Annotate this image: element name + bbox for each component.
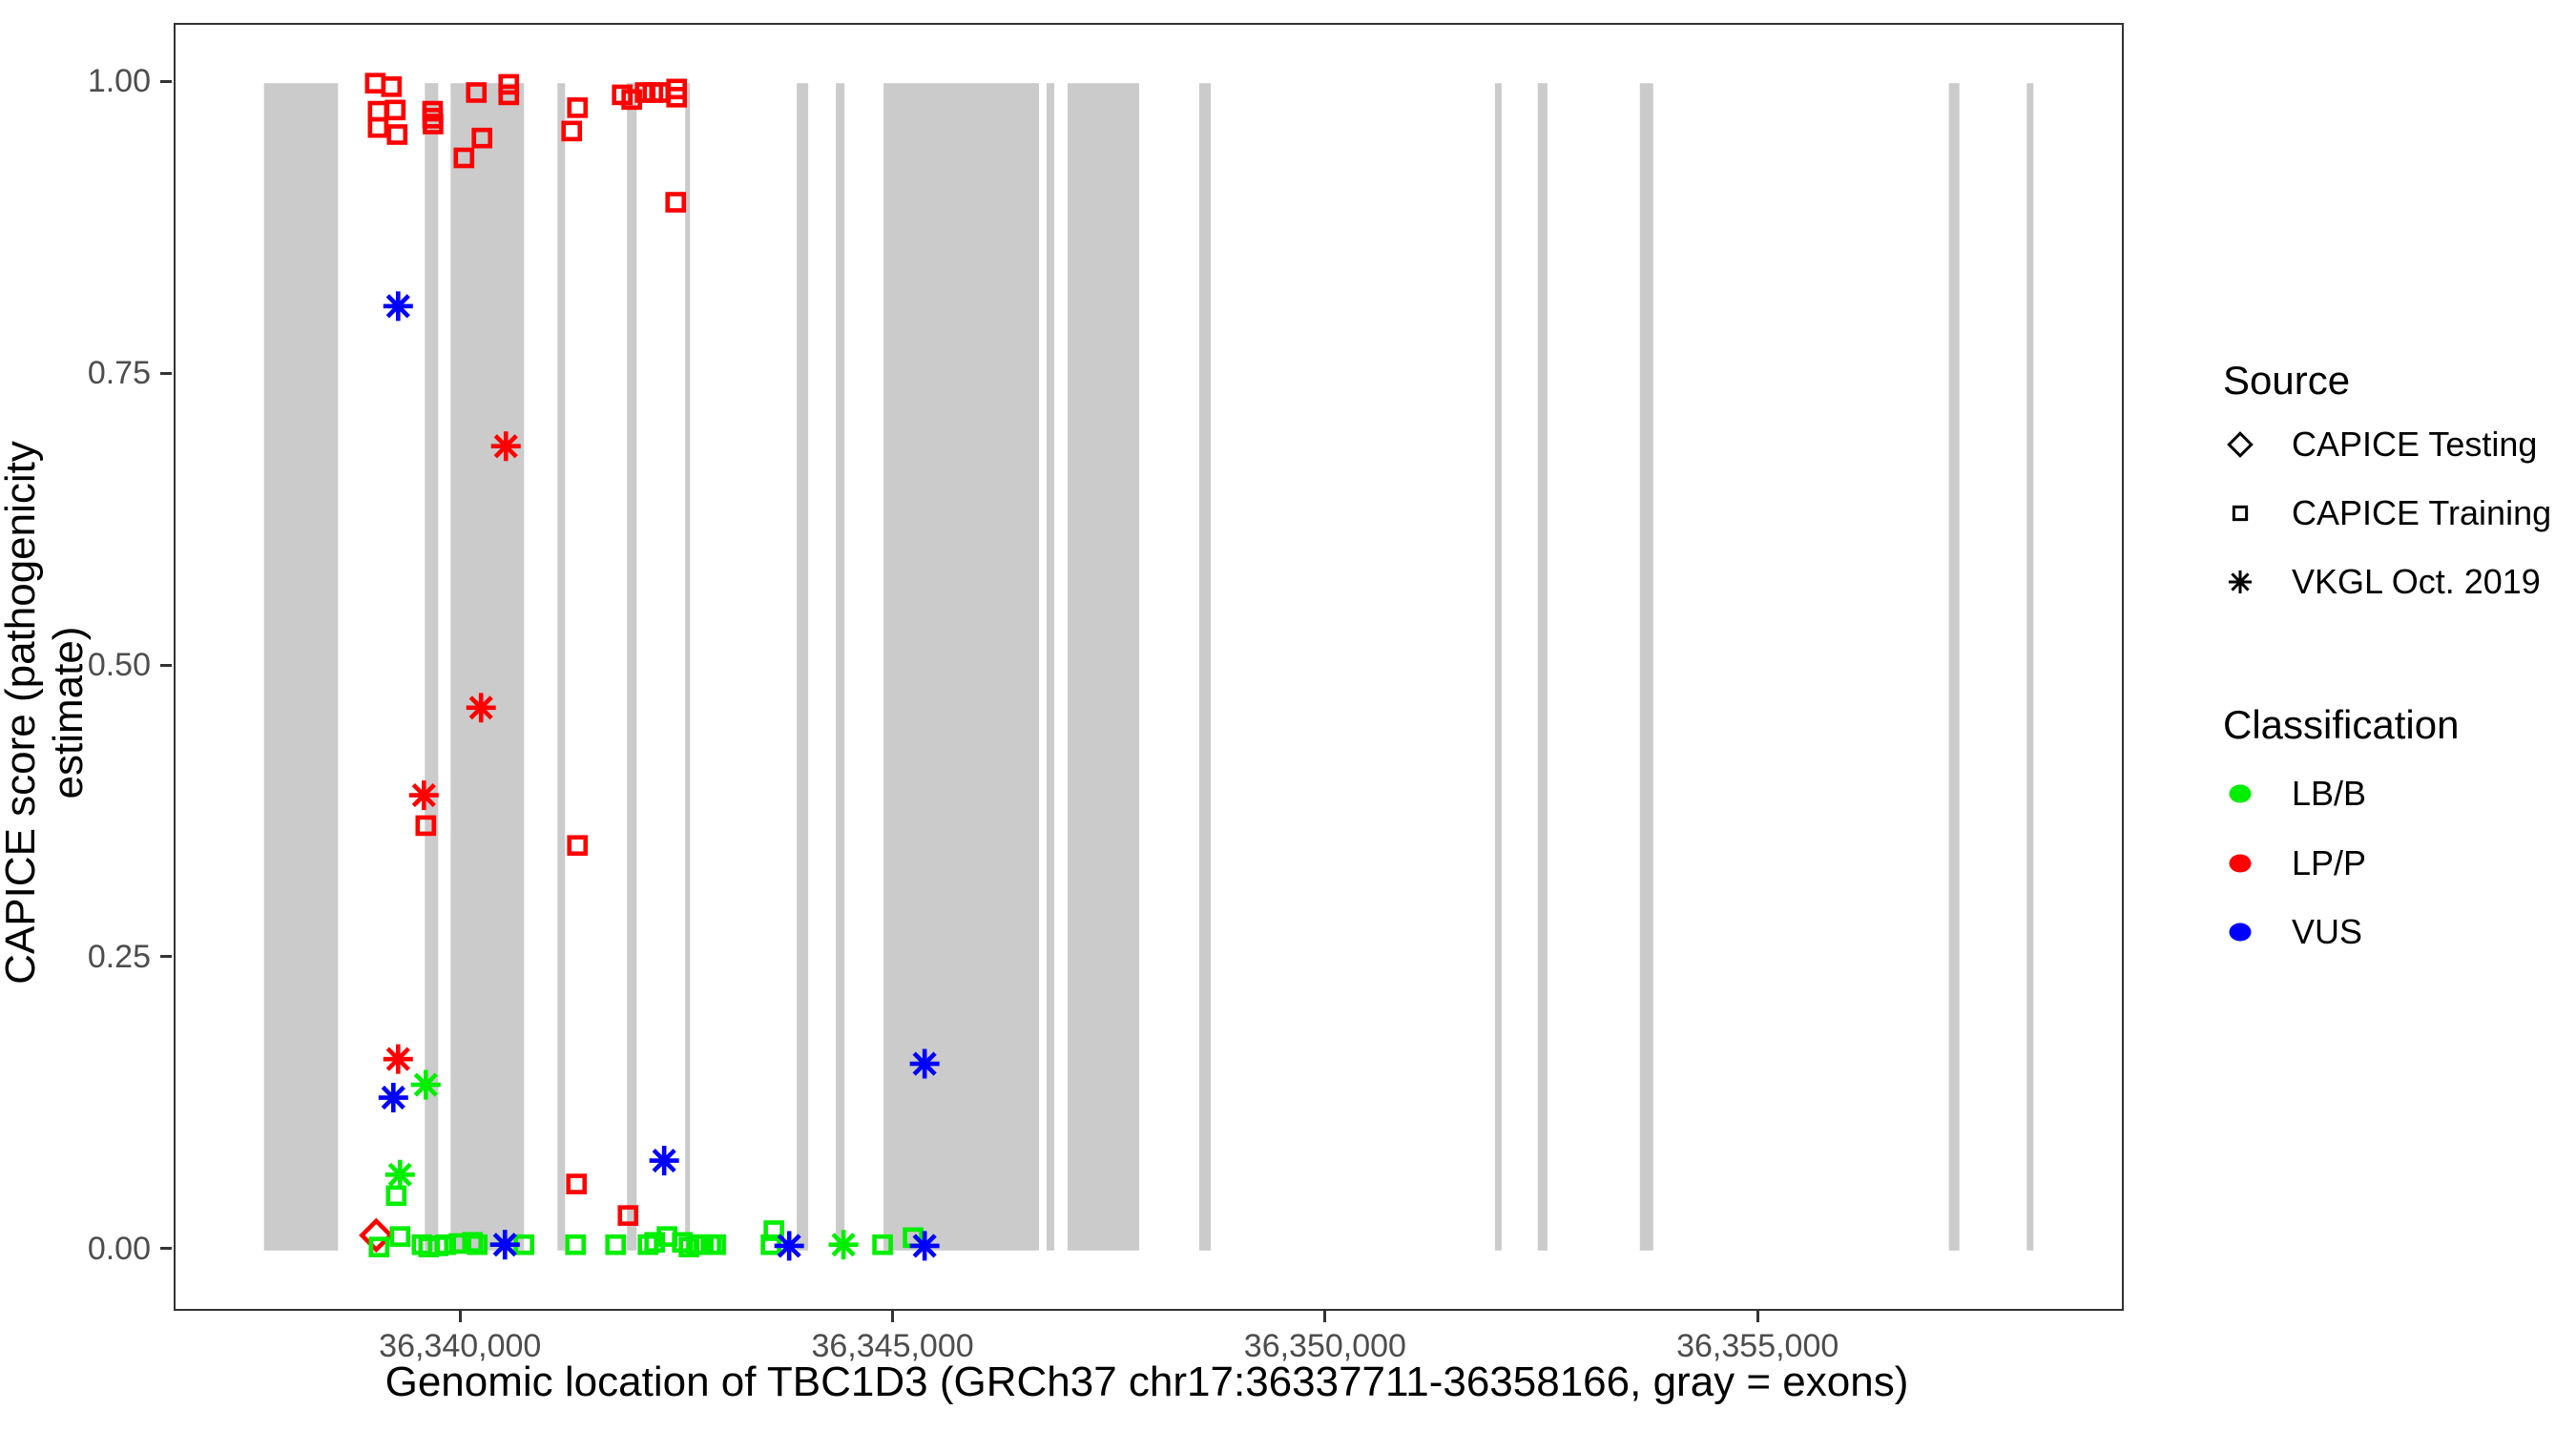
plot-panel xyxy=(174,23,2124,1311)
exon-band xyxy=(1047,83,1054,1251)
exon-band xyxy=(627,83,637,1251)
y-tick-label: 0.25 xyxy=(87,938,151,975)
y-tick-mark xyxy=(160,371,172,375)
y-tick-mark xyxy=(160,79,172,83)
exon-band xyxy=(425,83,439,1251)
y-axis-title: CAPICE score (pathogenicity estimate) xyxy=(0,441,92,985)
diamond-icon xyxy=(2213,418,2267,471)
series-diamond-lpp xyxy=(359,1217,394,1254)
exon-band xyxy=(797,83,809,1251)
exon-band xyxy=(1537,83,1548,1251)
y-tick-mark xyxy=(160,1247,172,1251)
exon-band xyxy=(1948,83,1960,1251)
legend-source-title: Source xyxy=(2223,358,2351,403)
scatter-plot-canvas xyxy=(263,73,2034,1261)
exon-band xyxy=(1198,83,1211,1251)
y-tick-label: 0.00 xyxy=(87,1230,151,1267)
exon-band xyxy=(1068,83,1139,1251)
exon-band xyxy=(2026,83,2034,1251)
legend-item-label: CAPICE Training xyxy=(2292,493,2552,532)
legend-classification-title: Classification xyxy=(2223,702,2460,747)
series-asterisk-lpp xyxy=(383,431,521,1074)
series-square-lpp xyxy=(364,73,688,1226)
exon-band xyxy=(836,83,845,1251)
asterisk-icon xyxy=(2213,555,2267,609)
dot-icon xyxy=(2213,905,2267,959)
exon-band xyxy=(557,83,566,1251)
x-tick-mark xyxy=(1323,1311,1327,1322)
exon-band xyxy=(1639,83,1653,1251)
legend-item-label: LB/B xyxy=(2292,774,2367,813)
x-tick-label: 36,345,000 xyxy=(811,1328,974,1364)
exon-band xyxy=(883,83,1039,1251)
y-tick-mark xyxy=(160,955,172,959)
legend-item-label: CAPICE Testing xyxy=(2292,425,2538,464)
y-tick-mark xyxy=(160,663,172,667)
x-tick-mark xyxy=(891,1311,895,1322)
exon-band xyxy=(263,83,339,1251)
y-tick-label: 0.50 xyxy=(87,647,151,683)
legend-item-label: LP/P xyxy=(2292,842,2367,882)
y-tick-label: 0.75 xyxy=(87,355,151,392)
x-tick-mark xyxy=(458,1311,462,1322)
dot-icon xyxy=(2213,767,2267,820)
legend-item-label: VUS xyxy=(2292,912,2363,951)
x-tick-label: 36,340,000 xyxy=(379,1328,542,1364)
x-tick-label: 36,350,000 xyxy=(1243,1328,1406,1364)
x-tick-label: 36,355,000 xyxy=(1676,1328,1839,1364)
x-axis-title: Genomic location of TBC1D3 (GRCh37 chr17… xyxy=(384,1358,1909,1405)
exon-band xyxy=(450,83,525,1251)
x-tick-mark xyxy=(1755,1311,1759,1322)
square-icon xyxy=(2213,487,2267,540)
series-asterisk-vus xyxy=(378,291,940,1261)
exon-band xyxy=(1494,83,1502,1251)
dot-icon xyxy=(2213,837,2267,890)
legend-item-label: VKGL Oct. 2019 xyxy=(2292,562,2541,601)
exon-band xyxy=(685,83,691,1251)
y-tick-label: 1.00 xyxy=(87,63,151,100)
